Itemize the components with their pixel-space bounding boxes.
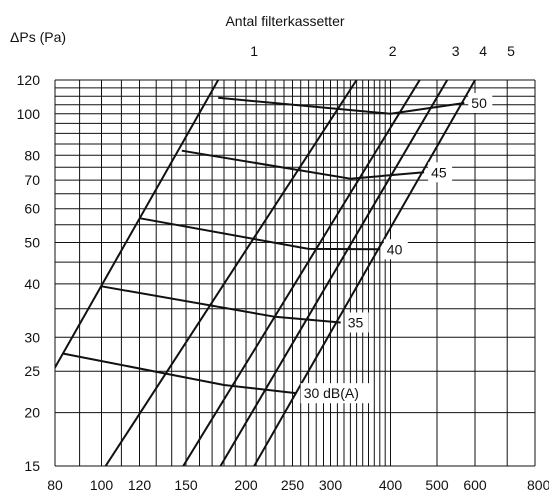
filter-line-3 — [182, 80, 421, 466]
x-tick-label: 200 — [234, 477, 258, 493]
y-tick-label: 25 — [24, 363, 40, 379]
y-tick-label: 60 — [24, 201, 40, 217]
x-tick-label: 120 — [128, 477, 152, 493]
filter-line-2 — [104, 80, 358, 466]
y-tick-label: 20 — [24, 405, 40, 421]
y-tick-label: 15 — [24, 458, 40, 474]
sound-curve-2 — [101, 285, 341, 324]
y-tick-label: 70 — [24, 172, 40, 188]
y-tick-labels: 15 20 25 30 40 50 60 70 80 100 120 — [17, 72, 41, 474]
filter-count-label-1: 1 — [250, 43, 258, 59]
filter-line-4 — [219, 80, 449, 466]
sound-curve-label-1: 30 dB(A) — [304, 385, 359, 401]
grid — [54, 79, 536, 467]
x-tick-label: 100 — [90, 477, 114, 493]
x-tick-label: 500 — [425, 477, 449, 493]
x-tick-label: 150 — [174, 477, 198, 493]
y-tick-label: 40 — [24, 276, 40, 292]
filter-count-label-2: 2 — [389, 43, 397, 59]
sound-curve-label-bg — [428, 162, 453, 183]
sound-curve-label-2: 35 — [348, 315, 364, 331]
sound-curve-5 — [218, 96, 465, 115]
filter-line-5 — [253, 80, 477, 466]
x-tick-label: 600 — [463, 477, 487, 493]
sound-curve-label-bg — [344, 312, 369, 333]
sound-curves — [62, 96, 465, 395]
y-tick-label: 50 — [24, 235, 40, 251]
sound-curve-label-4: 45 — [431, 164, 447, 180]
sound-curve-4 — [181, 149, 425, 180]
sound-curve-label-bg — [383, 239, 408, 260]
chart-title: Antal filterkassetter — [225, 13, 344, 29]
y-tick-label: 100 — [17, 106, 41, 122]
x-tick-label: 80 — [47, 477, 63, 493]
filter-count-label-5: 5 — [507, 43, 515, 59]
y-tick-label: 80 — [24, 147, 40, 163]
filter-line-1 — [55, 80, 220, 370]
x-tick-labels: 80 100 120 150 200 250 300 400 500 600 800 l/s — [47, 477, 549, 493]
sound-curve-3 — [139, 217, 380, 251]
sound-curve-labels: 30 dB(A) 35 40 45 50 — [300, 93, 493, 404]
sound-curve-label-5: 50 — [471, 95, 487, 111]
x-tick-label: 400 — [379, 477, 403, 493]
filter-count-label-4: 4 — [479, 43, 487, 59]
sound-curve-1 — [62, 352, 297, 395]
sound-curve-label-bg — [300, 383, 373, 404]
sound-curve-label-3: 40 — [387, 241, 403, 257]
x-tick-label: 800 l/s — [527, 477, 549, 493]
y-axis-label: ΔPs (Pa) — [10, 29, 66, 45]
filter-count-label-3: 3 — [452, 43, 460, 59]
filter-count-labels: 1 2 3 4 5 — [250, 43, 515, 59]
x-tick-label: 300 — [319, 477, 343, 493]
y-tick-label: 30 — [24, 329, 40, 345]
x-tick-label: 250 — [281, 477, 305, 493]
sound-curve-label-bg — [468, 93, 493, 113]
filter-lines — [55, 80, 477, 466]
y-tick-label: 120 — [17, 72, 41, 88]
